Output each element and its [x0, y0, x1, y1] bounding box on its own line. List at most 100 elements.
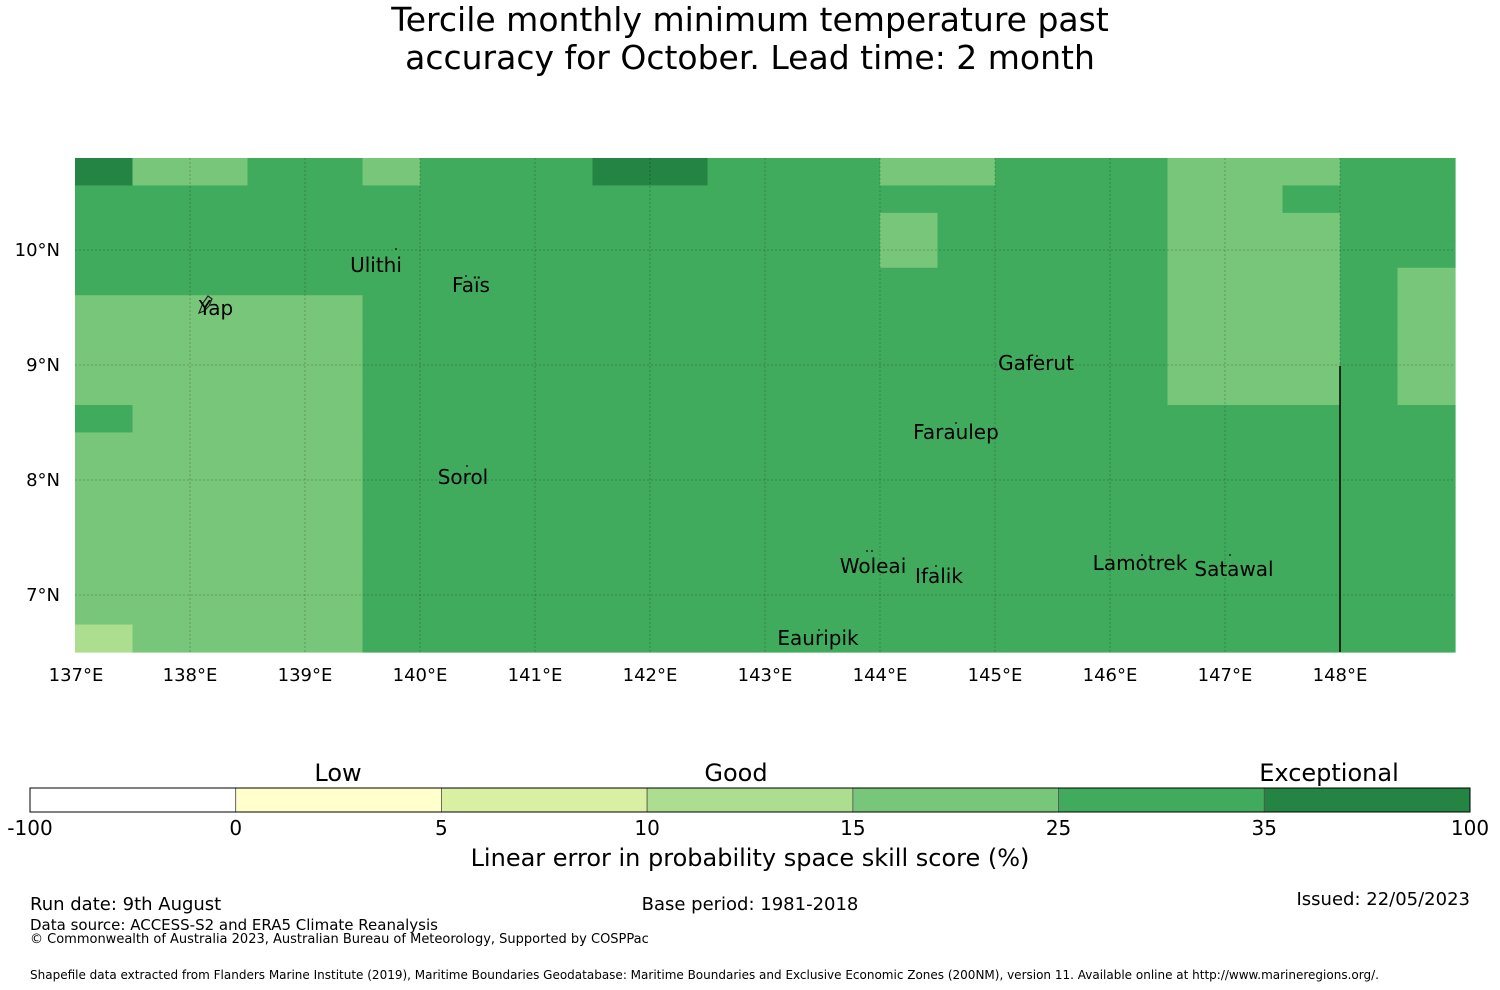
grid-cell: [1110, 459, 1169, 488]
grid-cell: [1340, 405, 1399, 434]
grid-cell: [592, 295, 651, 324]
grid-cell: [420, 405, 479, 434]
grid-cell: [132, 185, 191, 214]
grid-cell: [822, 487, 881, 516]
grid-cell: [765, 624, 824, 653]
grid-cell: [75, 597, 134, 626]
grid-cell: [535, 542, 594, 571]
grid-cell: [880, 487, 939, 516]
grid-cell: [362, 240, 421, 269]
grid-cell: [190, 624, 249, 653]
grid-cell: [1282, 185, 1341, 214]
grid-cell: [362, 459, 421, 488]
legend-tick-label: 35: [1251, 816, 1278, 840]
grid-cell: [247, 432, 306, 461]
grid-cell: [880, 624, 939, 653]
grid-cell: [75, 158, 134, 187]
grid-cell: [650, 212, 709, 241]
grid-cell: [190, 158, 249, 187]
grid-cell: [1110, 542, 1169, 571]
grid-cell: [937, 569, 996, 598]
grid-cell: [1167, 405, 1226, 434]
grid-cell: [1225, 240, 1284, 269]
grid-cell: [420, 377, 479, 406]
grid-cell: [190, 542, 249, 571]
grid-cell: [535, 212, 594, 241]
islet-dot: [866, 550, 868, 552]
grid-cell: [1340, 377, 1399, 406]
grid-cell: [1282, 158, 1341, 187]
grid-cell: [477, 405, 536, 434]
grid-cell: [305, 185, 364, 214]
grid-cell: [995, 597, 1054, 626]
grid-cell: [1340, 185, 1399, 214]
grid-cell: [190, 267, 249, 296]
grid-cell: [765, 459, 824, 488]
grid-cell: [132, 267, 191, 296]
grid-cell: [1397, 542, 1456, 571]
islet-dot: [1229, 554, 1231, 556]
grid-cell: [1340, 212, 1399, 241]
grid-cell: [822, 212, 881, 241]
grid-cell: [707, 350, 766, 379]
grid-cell: [190, 240, 249, 269]
grid-cell: [1225, 377, 1284, 406]
grid-cell: [132, 514, 191, 543]
grid-cell: [1167, 514, 1226, 543]
grid-cell: [1397, 185, 1456, 214]
grid-cell: [1167, 569, 1226, 598]
map-title: Tercile monthly minimum temperature past…: [0, 1, 1500, 77]
grid-cell: [1110, 569, 1169, 598]
grid-cell: [1282, 267, 1341, 296]
grid-cell: [1282, 432, 1341, 461]
grid-cell: [765, 295, 824, 324]
grid-cell: [937, 459, 996, 488]
grid-cell: [1397, 405, 1456, 434]
grid-cell: [190, 377, 249, 406]
grid-cell: [650, 350, 709, 379]
grid-cell: [937, 240, 996, 269]
grid-cell: [1052, 405, 1111, 434]
grid-cell: [1110, 185, 1169, 214]
grid-cell: [937, 542, 996, 571]
grid-cell: [535, 295, 594, 324]
lon-tick-label: 146°E: [1083, 665, 1138, 686]
grid-cell: [535, 350, 594, 379]
grid-cell: [1110, 158, 1169, 187]
graticule: [75, 158, 1455, 652]
grid-cell: [822, 405, 881, 434]
grid-cell: [880, 377, 939, 406]
grid-cell: [420, 514, 479, 543]
grid-cell: [1167, 267, 1226, 296]
grid-cell: [765, 597, 824, 626]
grid-cell: [1052, 569, 1111, 598]
grid-cell: [190, 212, 249, 241]
grid-cell: [937, 405, 996, 434]
grid-cell: [75, 377, 134, 406]
grid-cell: [190, 514, 249, 543]
grid-cell: [1397, 267, 1456, 296]
grid-cell: [880, 158, 939, 187]
grid-cell: [707, 240, 766, 269]
grid-cell: [880, 240, 939, 269]
grid-cell: [1397, 158, 1456, 187]
grid-cell: [362, 295, 421, 324]
grid-cell: [1167, 459, 1226, 488]
lon-tick-label: 141°E: [508, 665, 563, 686]
grid-cell: [247, 487, 306, 516]
grid-cell: [995, 158, 1054, 187]
grid-cell: [362, 322, 421, 351]
lon-tick-label: 148°E: [1313, 665, 1368, 686]
grid-cell: [937, 597, 996, 626]
grid-cell: [535, 405, 594, 434]
grid-cell: [880, 405, 939, 434]
grid-cell: [477, 322, 536, 351]
grid-cell: [1397, 240, 1456, 269]
axis-tick-labels: 137°E 138°E 139°E 140°E 141°E 142°E 143°E 144°E…: [15, 240, 1368, 686]
place-labels: Ulithi Faïs Yap Gaferut Faraulep Sorol Woleai I…: [198, 253, 1274, 650]
grid-cell: [190, 185, 249, 214]
lon-tick-label: 138°E: [163, 665, 218, 686]
grid-cell: [650, 569, 709, 598]
grid-cell: [822, 514, 881, 543]
grid-cell: [190, 295, 249, 324]
